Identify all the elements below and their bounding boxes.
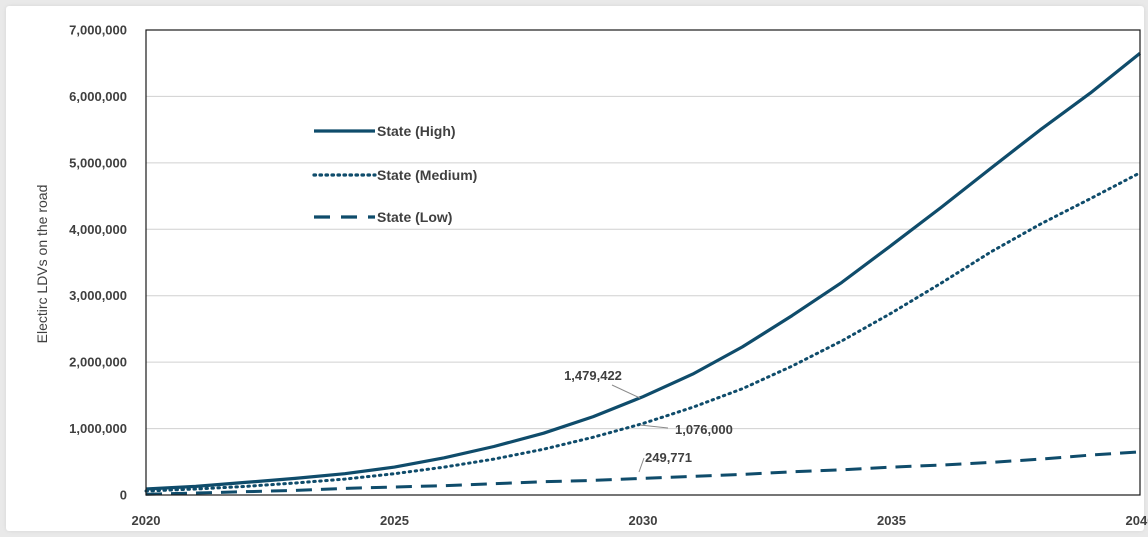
x-tick-label: 2035	[877, 513, 906, 528]
x-tick-label: 2040	[1126, 513, 1148, 528]
legend-label-state-low: State (Low)	[377, 209, 452, 225]
data-label-state-low: 249,771	[645, 450, 692, 465]
y-axis-label: Electirc LDVs on the road	[34, 185, 50, 344]
x-tick-label: 2030	[629, 513, 658, 528]
series-line-state-medium	[144, 171, 1142, 493]
y-tick-label: 2,000,000	[69, 355, 127, 370]
gridlines	[146, 95, 1140, 430]
legend: State (High) State (Medium) State (Low)	[312, 123, 477, 225]
y-tick-label: 1,000,000	[69, 421, 127, 436]
x-tick-label: 2020	[132, 513, 161, 528]
annotation-leader-line	[611, 384, 641, 399]
series-line-state-high	[145, 52, 1142, 491]
data-annotations: 1,479,422 1,076,000 249,771	[564, 368, 733, 473]
legend-label-state-high: State (High)	[377, 123, 456, 139]
x-axis-ticks: 2020 2025 2030 2035 2040	[132, 513, 1148, 528]
annotation-leader-line	[638, 457, 645, 473]
series-line-state-low	[145, 450, 1141, 496]
annotation-leader-line	[639, 424, 669, 429]
y-tick-label: 7,000,000	[69, 23, 127, 38]
y-tick-label: 3,000,000	[69, 288, 127, 303]
plot-area-frame	[145, 29, 1141, 496]
data-label-state-high: 1,479,422	[564, 368, 622, 383]
chart-card	[6, 6, 1144, 531]
y-axis-ticks: 0 1,000,000 2,000,000 3,000,000 4,000,000 5,0…	[69, 23, 127, 503]
legend-label-state-medium: State (Medium)	[377, 167, 477, 183]
y-tick-label: 4,000,000	[69, 222, 127, 237]
x-tick-label: 2025	[380, 513, 409, 528]
y-tick-label: 0	[120, 488, 127, 503]
y-tick-label: 6,000,000	[69, 89, 127, 104]
data-label-state-medium: 1,076,000	[675, 422, 733, 437]
series-lines	[144, 52, 1142, 496]
y-tick-label: 5,000,000	[69, 155, 127, 170]
